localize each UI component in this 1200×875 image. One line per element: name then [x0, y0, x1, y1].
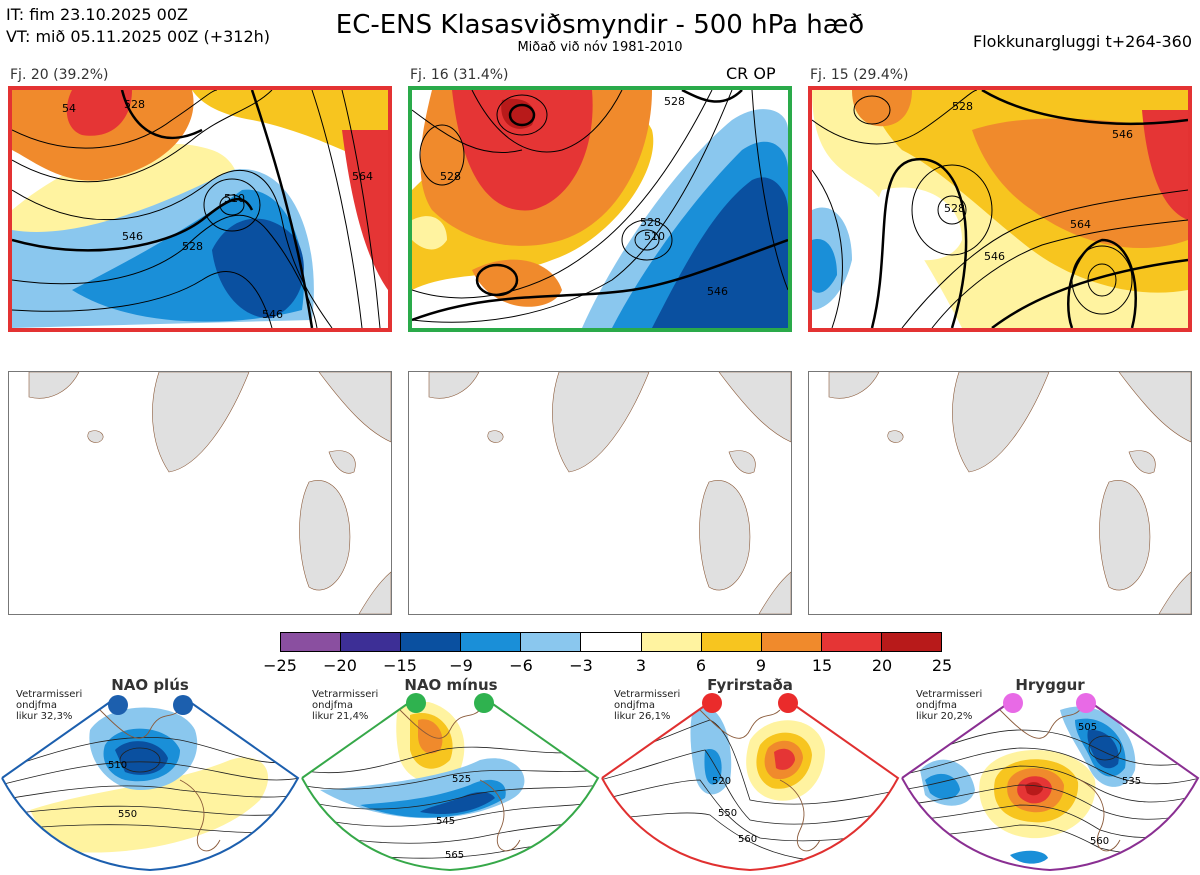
- main-contours: [870, 90, 1188, 328]
- weather-type-map-nao-minus: 525 545 565: [300, 690, 600, 872]
- initial-time: IT: fim 23.10.2025 00Z: [6, 5, 188, 24]
- svg-text:550: 550: [118, 809, 137, 820]
- indicator-dot: [702, 693, 722, 713]
- colorbar-swatch: [281, 633, 342, 651]
- svg-text:565: 565: [445, 850, 464, 861]
- weather-type-info: Vetrarmisseri ondjfma likur 20,2%: [916, 689, 983, 722]
- colorbar-swatch: [701, 633, 762, 651]
- colorbar-label: −25: [263, 656, 297, 675]
- contour-label: 564: [1070, 218, 1091, 231]
- contour-label: 528: [944, 202, 965, 215]
- contour-label: 546: [1112, 128, 1133, 141]
- main-contours: [412, 90, 788, 322]
- colorbar-swatch: [641, 633, 702, 651]
- colorbar-label: −6: [509, 656, 533, 675]
- svg-text:505: 505: [1078, 722, 1097, 733]
- run-info: IT: fim 23.10.2025 00Z VT: mið 05.11.202…: [6, 4, 270, 48]
- height-contours: [412, 90, 788, 323]
- panel-label-3: Fj. 15 (29.4%): [810, 67, 909, 83]
- land-map-3: [808, 371, 1192, 615]
- land-map-2: [408, 371, 792, 615]
- contour-label: 54: [62, 102, 76, 115]
- contour-label: 546: [984, 250, 1005, 263]
- colorbar-label: −9: [449, 656, 473, 675]
- indicator-dot: [1076, 693, 1096, 713]
- cr-op-tag: CR OP: [726, 64, 776, 83]
- contour-label: 528: [952, 100, 973, 113]
- colorbar-swatch: [521, 633, 582, 651]
- indicator-dot: [474, 693, 494, 713]
- colorbar-label: 9: [755, 656, 767, 675]
- contour-label: 510: [224, 192, 245, 205]
- colorbar-label: −3: [569, 656, 593, 675]
- indicator-dot: [173, 695, 193, 715]
- main-contours: [12, 90, 314, 328]
- cluster-map-3: 528 546 564 546 528: [808, 86, 1192, 332]
- colorbar-swatch: [341, 633, 402, 651]
- svg-text:560: 560: [738, 834, 757, 845]
- weather-type-info: Vetrarmisseri ondjfma likur 32,3%: [16, 689, 83, 722]
- contour-label: 528: [440, 170, 461, 183]
- colorbar-label: −20: [323, 656, 357, 675]
- svg-text:525: 525: [452, 774, 471, 785]
- colorbar: [280, 632, 942, 652]
- colorbar-label: 20: [871, 656, 893, 675]
- colorbar-swatch: [461, 633, 522, 651]
- indicator-dot: [108, 695, 128, 715]
- panel-label-1: Fj. 20 (39.2%): [10, 67, 109, 83]
- svg-text:510: 510: [108, 760, 127, 771]
- contour-label: 564: [352, 170, 373, 183]
- cluster-map-2: 510 528 546 528 528: [408, 86, 792, 332]
- contour-label: 546: [262, 308, 283, 321]
- weather-type-map-blocking: 520 550 560: [600, 690, 900, 872]
- weather-type-name: Hryggur: [1015, 676, 1085, 694]
- colorbar-label: 25: [931, 656, 953, 675]
- cluster-map-1: 510 528 546 564 546 54 528: [8, 86, 392, 332]
- svg-text:560: 560: [1090, 836, 1109, 847]
- colorbar-swatch: [761, 633, 822, 651]
- indicator-dot: [778, 693, 798, 713]
- weather-type-name: Fyrirstaða: [707, 676, 793, 694]
- height-contours: [12, 90, 381, 328]
- page-title: EC-ENS Klasasviðsmyndir - 500 hPa hæð: [335, 10, 865, 40]
- colorbar-label: 6: [695, 656, 707, 675]
- svg-text:550: 550: [718, 808, 737, 819]
- contour-label: 528: [664, 95, 685, 108]
- panel-label-2: Fj. 16 (31.4%): [410, 67, 509, 83]
- indicator-dot: [406, 693, 426, 713]
- svg-text:535: 535: [1122, 776, 1141, 787]
- weather-type-name: NAO mínus: [404, 676, 498, 694]
- contour-label: 546: [122, 230, 143, 243]
- valid-time: VT: mið 05.11.2025 00Z (+312h): [6, 27, 271, 46]
- contour-label: 528: [182, 240, 203, 253]
- colorbar-label: 3: [635, 656, 647, 675]
- colorbar-swatch: [401, 633, 462, 651]
- colorbar-swatch: [821, 633, 882, 651]
- svg-text:545: 545: [436, 816, 455, 827]
- weather-type-info: Vetrarmisseri ondjfma likur 21,4%: [312, 689, 379, 722]
- height-contours: [812, 90, 1188, 328]
- weather-type-map-ridge: 505 535 560: [900, 690, 1200, 872]
- indicator-dot: [1003, 693, 1023, 713]
- land-map-1: [8, 371, 392, 615]
- weather-type-info: Vetrarmisseri ondjfma likur 26,1%: [614, 689, 681, 722]
- colorbar-label: −15: [383, 656, 417, 675]
- weather-type-name: NAO plús: [111, 676, 189, 694]
- svg-text:520: 520: [712, 776, 731, 787]
- page-subtitle: Miðað við nóv 1981-2010: [517, 40, 683, 55]
- contour-label: 546: [707, 285, 728, 298]
- colorbar-swatch: [881, 633, 942, 651]
- contour-label: 510: [644, 230, 665, 243]
- colorbar-label: 15: [811, 656, 833, 675]
- contour-label: 528: [640, 216, 661, 229]
- contour-label: 528: [124, 98, 145, 111]
- weather-type-map-nao-plus: 510 550: [0, 690, 300, 872]
- colorbar-swatch: [581, 633, 642, 651]
- classification-window: Flokkunargluggi t+264-360: [973, 32, 1192, 51]
